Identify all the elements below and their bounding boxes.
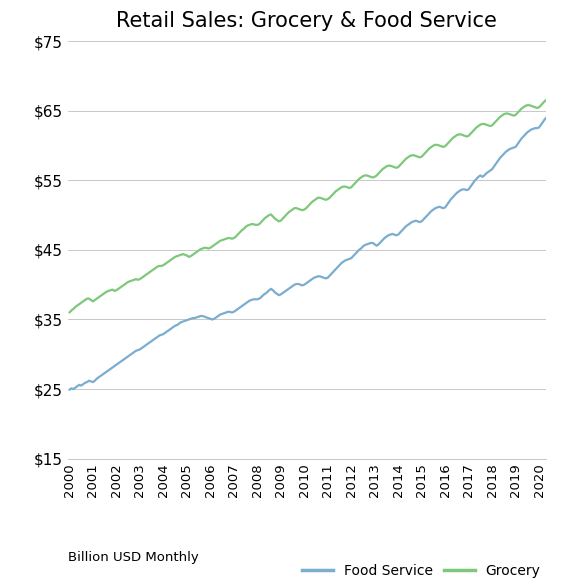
Grocery (234, 231, 241, 238)
Grocery (260, 216, 266, 223)
Text: Billion USD Monthly: Billion USD Monthly (68, 552, 198, 564)
Grocery (80, 298, 87, 305)
Grocery (547, 94, 554, 101)
Grocery (66, 309, 73, 316)
Legend: Food Service, Grocery: Food Service, Grocery (297, 559, 546, 584)
Food Service (360, 243, 367, 250)
Grocery (389, 163, 396, 170)
Food Service (389, 230, 396, 238)
Line: Grocery: Grocery (69, 98, 563, 313)
Food Service (287, 284, 294, 291)
Line: Food Service: Food Service (69, 104, 563, 390)
Food Service (80, 380, 87, 387)
Food Service (260, 292, 266, 299)
Grocery (287, 208, 294, 215)
Food Service (234, 306, 241, 313)
Title: Retail Sales: Grocery & Food Service: Retail Sales: Grocery & Food Service (117, 11, 497, 31)
Grocery (360, 173, 367, 180)
Food Service (66, 386, 73, 393)
